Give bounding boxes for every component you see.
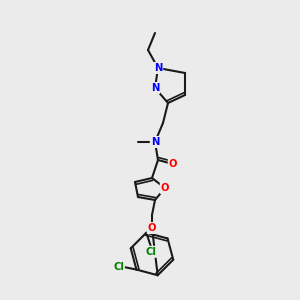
Text: N: N — [154, 63, 162, 73]
Text: N: N — [151, 137, 159, 147]
Text: O: O — [169, 159, 177, 169]
Text: O: O — [161, 183, 169, 193]
Text: Cl: Cl — [146, 247, 157, 257]
Text: N: N — [151, 83, 159, 93]
Text: Cl: Cl — [113, 262, 124, 272]
Text: O: O — [148, 223, 156, 233]
